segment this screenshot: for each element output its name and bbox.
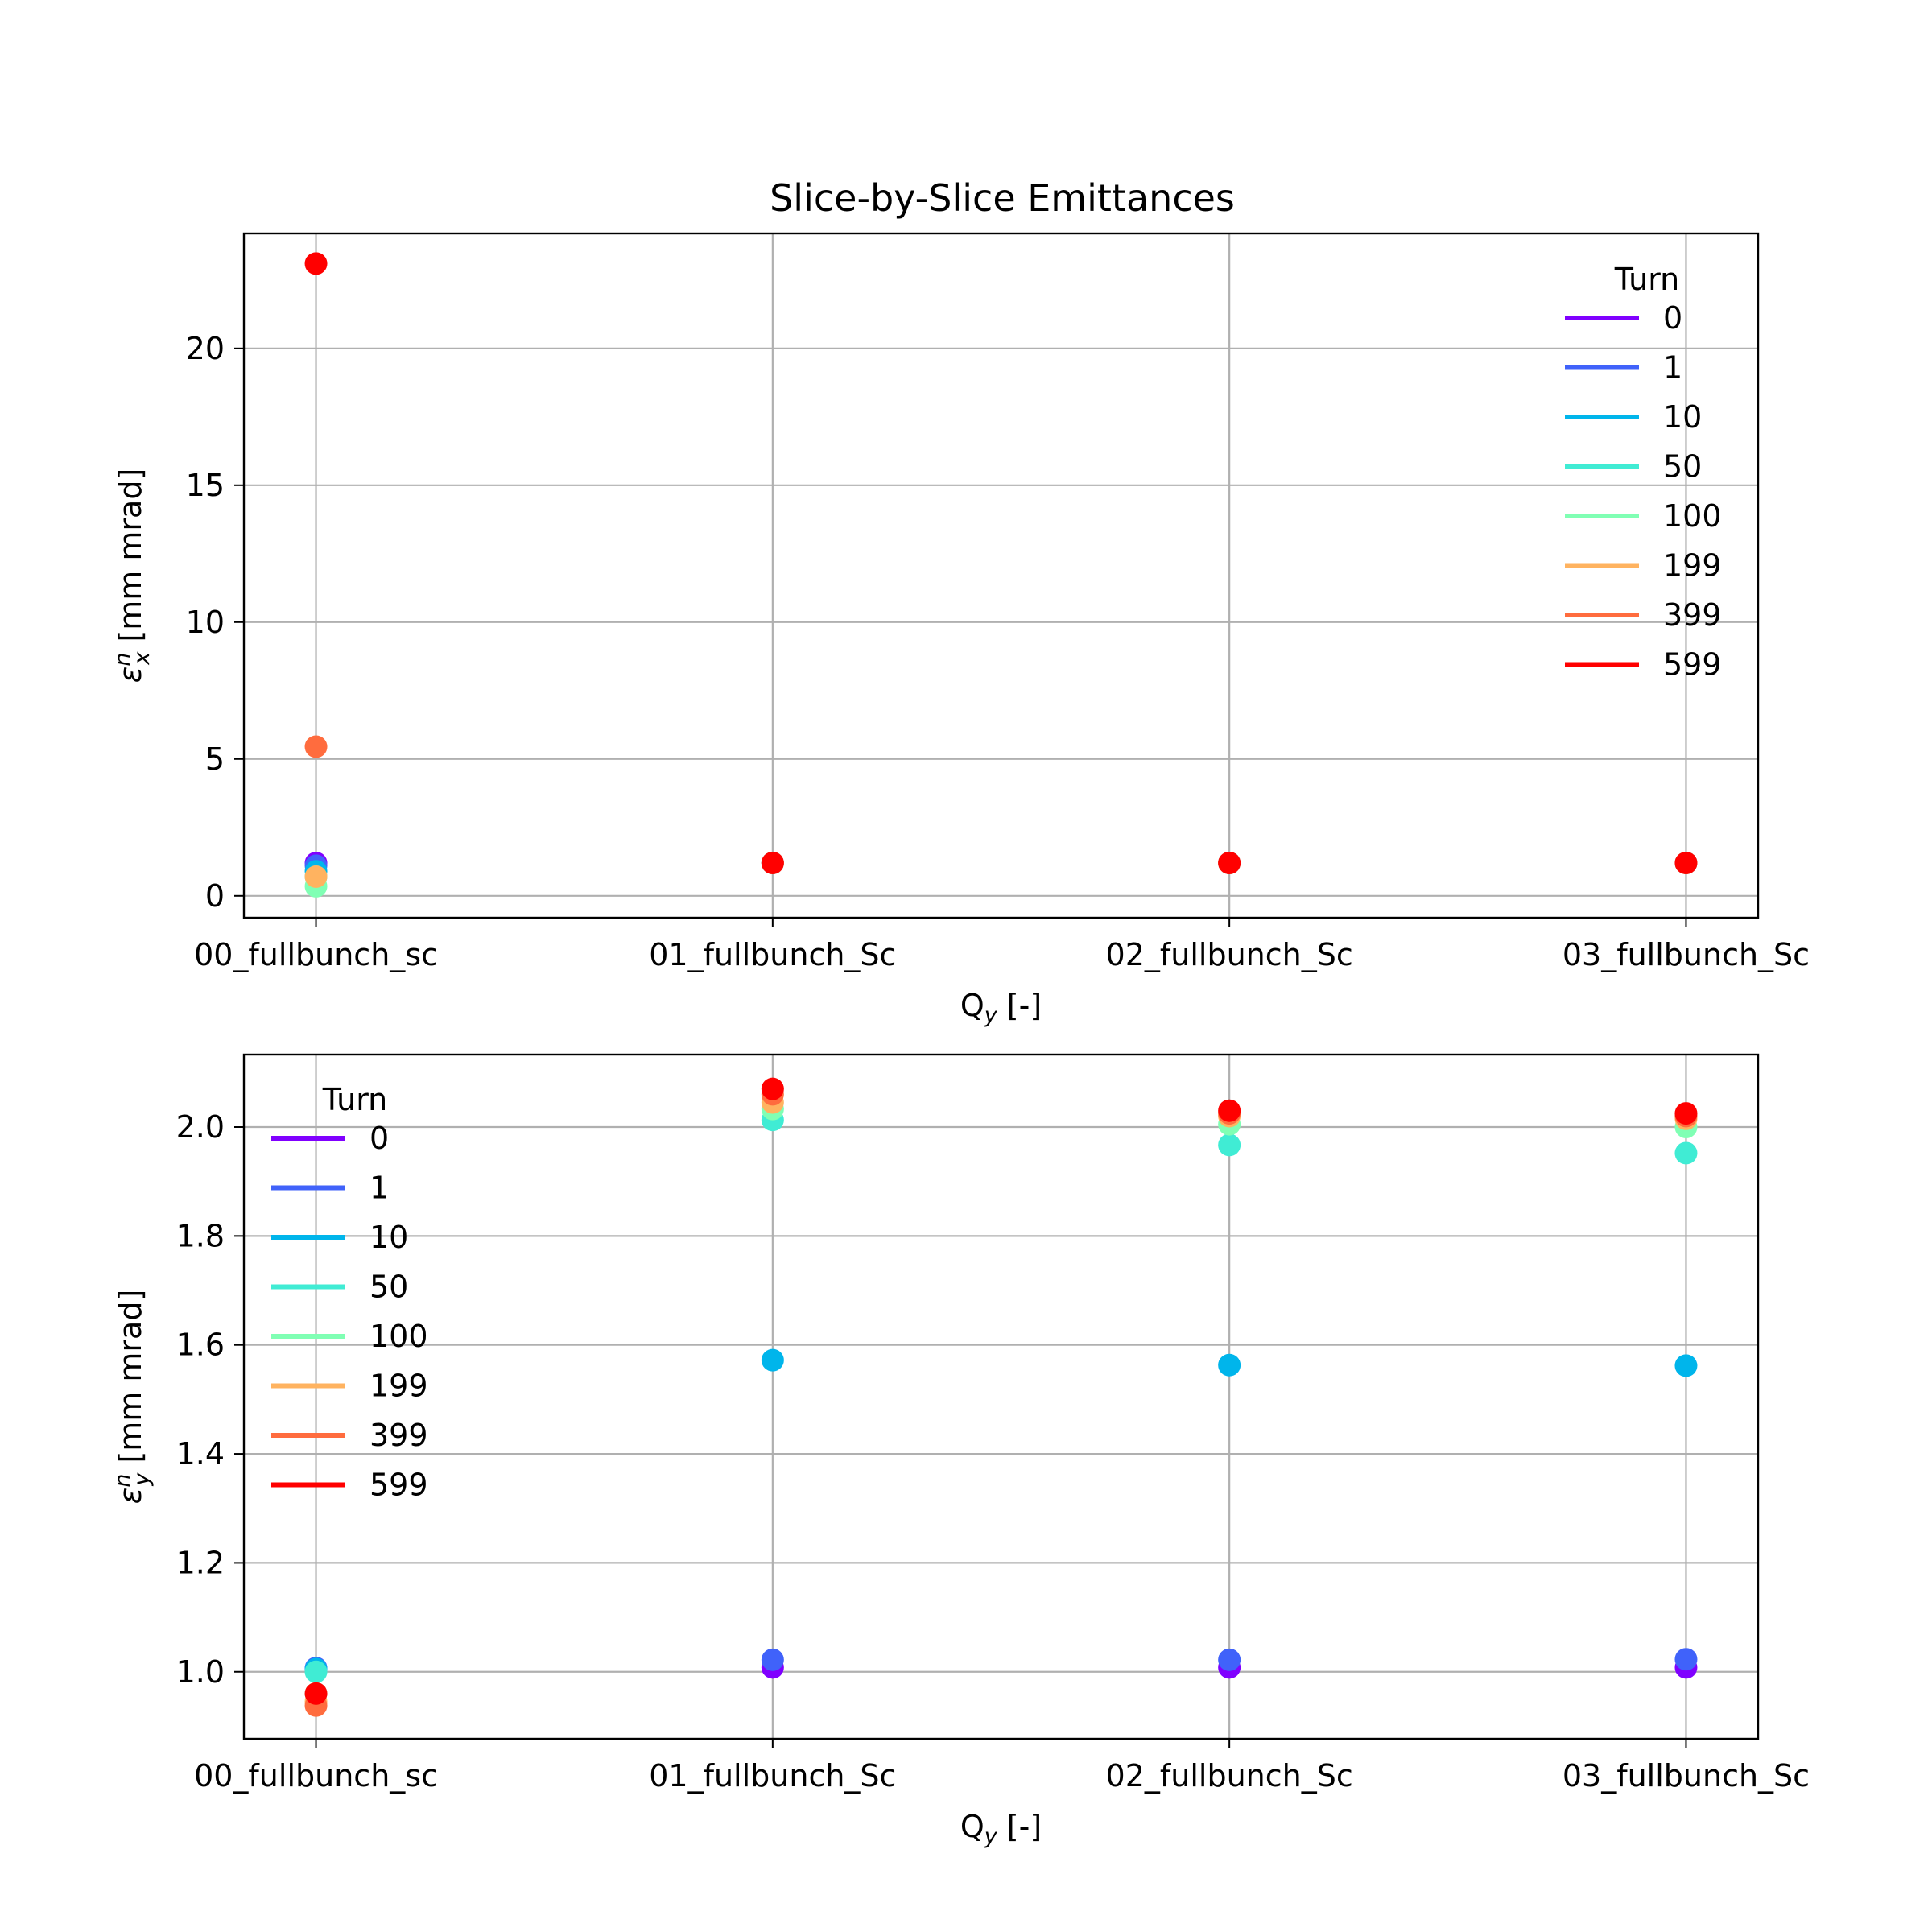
data-point-turn-10	[1674, 1354, 1698, 1377]
data-point-turn-599	[761, 1077, 784, 1100]
legend: Turn 0 1 10 50 100 199 399 599	[271, 1082, 428, 1503]
x-tick-label: 00_fullbunch_sc	[194, 937, 438, 972]
data-point-turn-10	[761, 1348, 784, 1372]
data-point-turn-1	[1674, 1648, 1698, 1671]
data-point-turn-399	[304, 735, 328, 758]
data-point-turn-10	[1218, 1353, 1241, 1377]
data-point-turn-599	[1674, 852, 1698, 874]
x-tick-label: 03_fullbunch_Sc	[1563, 1758, 1810, 1794]
data-point-turn-1	[1218, 1648, 1241, 1671]
x-tick-label: 00_fullbunch_sc	[194, 1758, 438, 1794]
legend-label-turn-50: 50	[369, 1269, 408, 1305]
y-tick-label: 20	[186, 331, 225, 366]
legend-label-turn-0: 0	[1663, 300, 1682, 336]
data-point-turn-50	[304, 1660, 328, 1683]
legend-title: Turn	[1614, 262, 1680, 297]
data-point-turn-599	[761, 852, 784, 874]
legend-label-turn-1: 1	[1663, 350, 1682, 386]
legend-label-turn-599: 599	[369, 1468, 428, 1503]
figure-title: Slice-by-Slice Emittances	[770, 176, 1235, 220]
data-point-turn-50	[1674, 1141, 1698, 1165]
y-axis-label: εny [mm mrad]	[110, 1290, 155, 1505]
x-tick-label: 01_fullbunch_Sc	[649, 937, 896, 972]
y-tick-label: 1.0	[176, 1654, 225, 1690]
x-tick-label: 03_fullbunch_Sc	[1563, 937, 1810, 972]
y-tick-label: 1.8	[176, 1218, 225, 1253]
data-point-turn-599	[1218, 1099, 1241, 1122]
data-point-turn-599	[1218, 852, 1241, 874]
data-point-turn-50	[1218, 1133, 1241, 1157]
y-axis-label: εnx [mm mrad]	[110, 469, 155, 683]
plot-frame	[242, 1053, 1760, 1740]
legend-label-turn-199: 199	[369, 1368, 428, 1404]
plot-frame	[242, 232, 1760, 919]
x-tick-label: 02_fullbunch_Sc	[1106, 937, 1353, 972]
legend-label-turn-399: 399	[1663, 597, 1722, 633]
series-599	[304, 1077, 1698, 1705]
legend-label-turn-50: 50	[1663, 449, 1702, 485]
legend-label-turn-10: 10	[369, 1220, 408, 1255]
legend-label-turn-399: 399	[369, 1418, 428, 1453]
y-tick-label: 2.0	[176, 1109, 225, 1145]
y-tick-label: 0	[205, 878, 225, 914]
x-axis-label: Qy [-]	[960, 988, 1042, 1028]
legend-label-turn-599: 599	[1663, 647, 1722, 683]
data-point-turn-599	[304, 1682, 328, 1705]
legend-title: Turn	[322, 1082, 388, 1117]
legend-label-turn-100: 100	[1663, 498, 1722, 534]
y-tick-label: 1.4	[176, 1436, 225, 1472]
y-tick-label: 1.2	[176, 1545, 225, 1580]
legend-label-turn-1: 1	[369, 1170, 389, 1206]
y-tick-label: 5	[205, 741, 225, 777]
series-599	[304, 252, 1698, 874]
legend-label-turn-199: 199	[1663, 548, 1722, 584]
data-point-turn-199	[304, 865, 328, 888]
x-tick-label: 02_fullbunch_Sc	[1106, 1758, 1353, 1794]
y-tick-label: 10	[186, 605, 225, 640]
legend-label-turn-0: 0	[369, 1121, 389, 1156]
data-point-turn-1	[761, 1648, 784, 1671]
y-tick-label: 15	[186, 468, 225, 503]
data-point-turn-599	[304, 252, 328, 275]
legend-label-turn-10: 10	[1663, 399, 1702, 435]
x-axis-label: Qy [-]	[960, 1809, 1042, 1849]
x-tick-label: 01_fullbunch_Sc	[649, 1758, 896, 1794]
data-point-turn-599	[1674, 1102, 1698, 1125]
bottom-panel-emittance-y: 1.0 1.2 1.4 1.6 1.8 2.0 00_fullbunch_sc 01_full…	[110, 1053, 1810, 1849]
y-tick-label: 1.6	[176, 1327, 225, 1363]
legend-label-turn-100: 100	[369, 1319, 428, 1354]
